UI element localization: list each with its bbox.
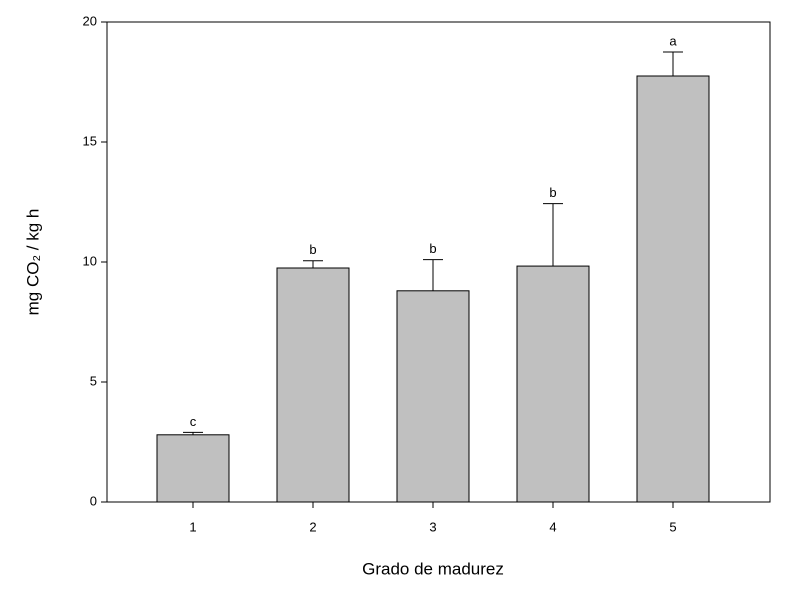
x-tick-label: 2 — [309, 519, 316, 534]
significance-label: b — [309, 242, 316, 257]
x-tick-label: 4 — [549, 519, 556, 534]
y-tick-label: 15 — [83, 133, 97, 148]
bar — [516, 265, 590, 503]
significance-label: b — [429, 241, 436, 256]
significance-label: a — [669, 33, 677, 48]
x-axis-label: Grado de madurez — [362, 559, 504, 578]
x-tick-label: 3 — [429, 519, 436, 534]
bar — [636, 75, 710, 503]
y-tick-label: 0 — [90, 493, 97, 508]
bar — [276, 267, 350, 503]
x-tick-label: 5 — [669, 519, 676, 534]
y-tick-label: 10 — [83, 253, 97, 268]
bar — [156, 434, 230, 503]
significance-label: b — [549, 185, 556, 200]
x-tick-label: 1 — [189, 519, 196, 534]
significance-label: c — [190, 414, 197, 429]
y-tick-label: 5 — [90, 373, 97, 388]
y-axis-label: mg CO₂ / kg h — [23, 209, 42, 316]
y-tick-label: 20 — [83, 13, 97, 28]
bar — [396, 290, 470, 503]
